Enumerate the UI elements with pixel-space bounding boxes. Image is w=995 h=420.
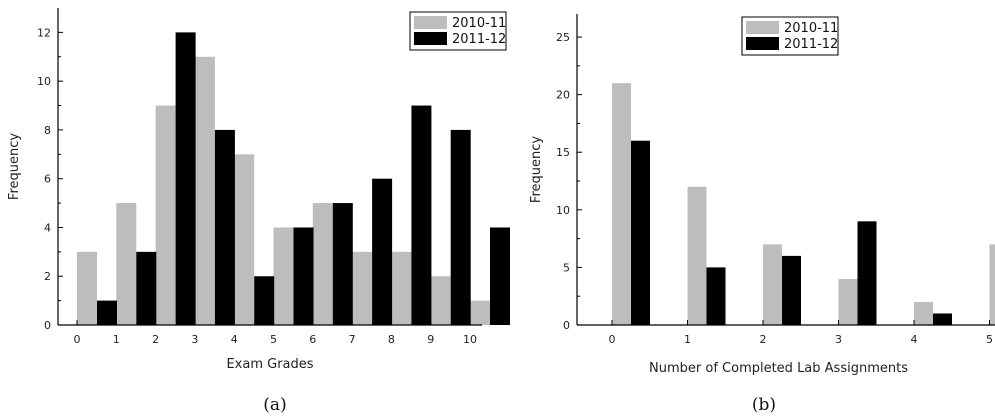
legend-swatch-2011-12: [414, 32, 447, 45]
bar-2010-11-9: [430, 276, 451, 325]
x-tick-label: 1: [113, 333, 120, 346]
bar-2010-11-4: [234, 154, 255, 325]
bar-2011-12-5: [293, 227, 314, 325]
bar-2010-11-2: [763, 244, 782, 325]
bar-2011-12-3: [857, 221, 877, 325]
x-tick-label: 5: [270, 333, 277, 346]
x-axis-label: Exam Grades: [226, 357, 313, 372]
x-tick-label: 9: [427, 333, 434, 346]
bar-2010-11-8: [391, 251, 412, 325]
legend-label-2011-12: 2011-12: [784, 37, 838, 52]
x-tick-label: 5: [986, 333, 993, 346]
legend-label-2011-12: 2011-12: [452, 32, 506, 47]
x-tick-label: 3: [835, 333, 842, 346]
y-tick-label: 0: [44, 319, 51, 332]
bar-2011-12-1: [136, 251, 157, 325]
x-tick-label: 0: [74, 333, 81, 346]
bar-2010-11-3: [194, 56, 215, 326]
bar-2010-11-5: [273, 227, 294, 325]
bar-2011-12-2: [782, 255, 801, 325]
bar-2011-12-8: [411, 105, 432, 326]
x-tick-label: 10: [463, 333, 477, 346]
x-tick-label: 4: [911, 333, 918, 346]
bar-2011-12-9: [450, 129, 471, 325]
bar-2010-11-2: [155, 105, 176, 326]
legend-swatch-2010-11: [746, 21, 779, 34]
y-tick-label: 4: [44, 221, 51, 234]
bar-2011-12-4: [254, 276, 275, 325]
y-tick-label: 15: [556, 146, 570, 159]
x-tick-label: 4: [231, 333, 238, 346]
x-tick-label: 6: [309, 333, 316, 346]
y-tick-label: 10: [37, 75, 51, 88]
y-tick-label: 12: [37, 26, 51, 39]
legend-label-2010-11: 2010-11: [784, 21, 838, 36]
y-tick-label: 8: [44, 124, 51, 137]
legend-swatch-2010-11: [414, 16, 447, 29]
y-tick-label: 2: [44, 270, 51, 283]
y-tick-label: 5: [563, 261, 570, 274]
bar-2011-12-0: [631, 140, 650, 325]
x-tick-label: 8: [388, 333, 395, 346]
bar-2010-11-10: [470, 300, 490, 325]
bar-2010-11-3: [838, 278, 858, 325]
bar-2010-11-4: [914, 301, 933, 325]
legend-label-2010-11: 2010-11: [452, 16, 506, 31]
bar-2010-11-0: [612, 83, 631, 325]
y-axis-label: Frequency: [7, 133, 22, 200]
y-tick-label: 20: [556, 89, 570, 102]
bar-2011-12-10: [490, 227, 510, 325]
bar-2011-12-4: [933, 313, 952, 325]
x-tick-label: 2: [152, 333, 159, 346]
bar-2011-12-0: [97, 300, 117, 325]
bar-2010-11-6: [312, 203, 333, 325]
bar-2010-11-5: [989, 244, 995, 325]
x-tick-label: 3: [191, 333, 198, 346]
bar-2011-12-6: [332, 203, 353, 325]
bar-2010-11-1: [687, 186, 707, 325]
bar-2010-11-0: [77, 251, 97, 325]
legend-swatch-2011-12: [746, 37, 779, 50]
chart-panel-b: 0 5 10 15 20 25 0 1 2 3 4 5 Frequency Number of Compl…: [529, 14, 995, 415]
panel-caption: (a): [263, 395, 286, 415]
x-axis-label: Number of Completed Lab Assignments: [649, 361, 908, 376]
bar-2011-12-2: [175, 32, 196, 326]
y-axis-label: Frequency: [529, 136, 544, 203]
y-tick-label: 6: [44, 173, 51, 186]
y-tick-label: 10: [556, 204, 570, 217]
bar-2011-12-3: [214, 129, 235, 325]
x-tick-label: 2: [760, 333, 767, 346]
x-tick-label: 1: [684, 333, 691, 346]
x-tick-label: 7: [349, 333, 356, 346]
y-tick-label: 0: [563, 319, 570, 332]
bar-2011-12-1: [706, 267, 726, 325]
y-tick-label: 25: [556, 31, 570, 44]
panel-caption: (b): [752, 395, 776, 415]
bar-2010-11-1: [116, 203, 137, 325]
bar-2010-11-7: [352, 251, 373, 325]
bar-2011-12-7: [372, 178, 393, 325]
x-tick-label: 0: [609, 333, 616, 346]
